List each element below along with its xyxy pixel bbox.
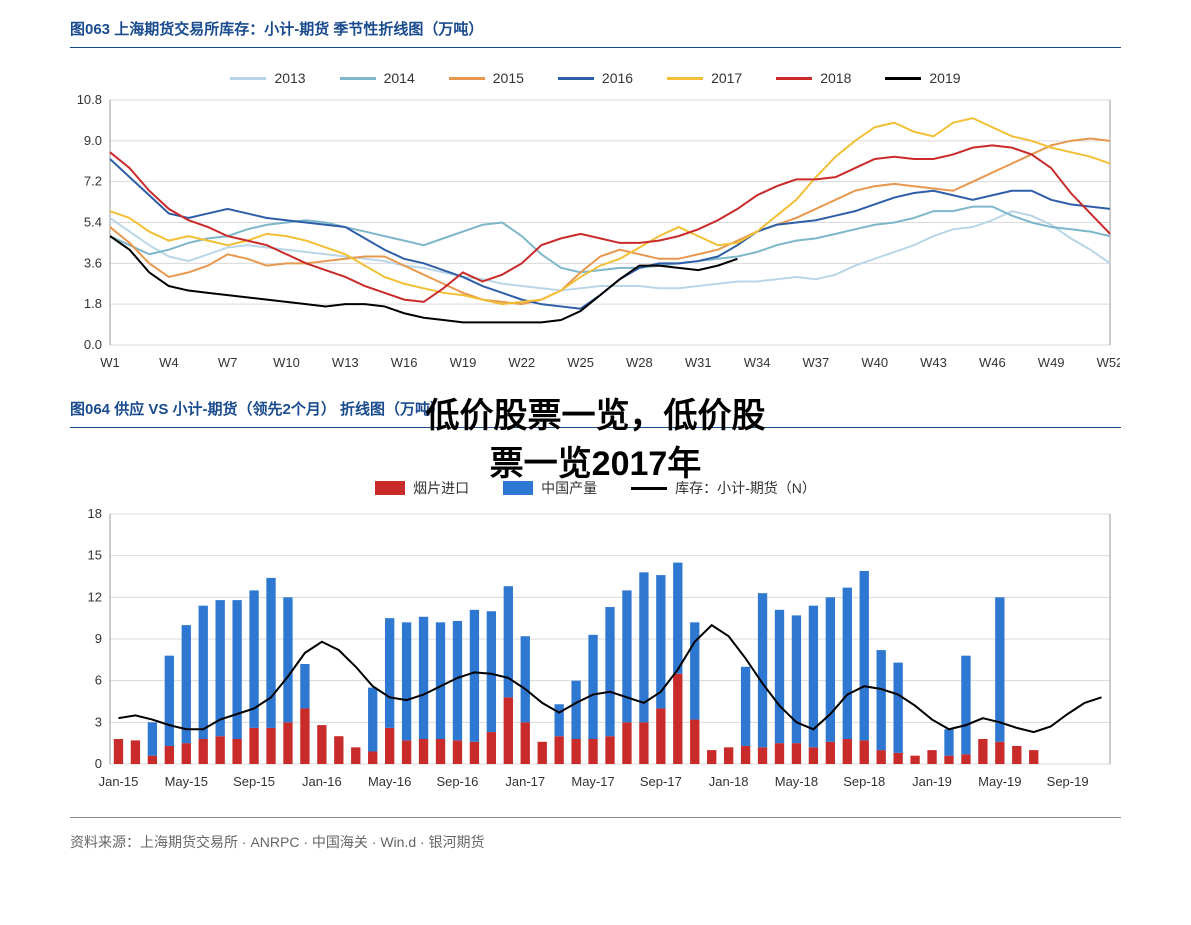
- svg-text:W40: W40: [861, 355, 888, 370]
- svg-text:W52: W52: [1097, 355, 1120, 370]
- svg-text:Jan-15: Jan-15: [99, 774, 139, 789]
- svg-text:Jan-18: Jan-18: [709, 774, 749, 789]
- svg-text:W34: W34: [744, 355, 771, 370]
- source-line: 资料来源：上海期货交易所 · ANRPC · 中国海关 · Win.d · 银河…: [70, 817, 1121, 852]
- svg-text:W22: W22: [508, 355, 535, 370]
- legend-item-库存：小计-期货（N）: 库存：小计-期货（N）: [631, 478, 816, 498]
- legend-item-2018: 2018: [776, 70, 851, 86]
- svg-text:W10: W10: [273, 355, 300, 370]
- svg-text:W46: W46: [979, 355, 1006, 370]
- legend-item-2014: 2014: [340, 70, 415, 86]
- svg-text:3: 3: [95, 714, 102, 729]
- svg-text:7.2: 7.2: [84, 174, 102, 189]
- chart-063-legend: 2013 2014 2015 2016 2017 2018 2019: [70, 70, 1121, 86]
- chart-063-title: 图063 上海期货交易所库存：小计-期货 季节性折线图（万吨）: [70, 18, 1121, 48]
- svg-text:Jan-17: Jan-17: [505, 774, 545, 789]
- legend-item-2019: 2019: [885, 70, 960, 86]
- chart-063-plot-area: 0.0 1.8 3.6 5.4 7.2 9.0 10.8 W1 W4 W7 W10 W13 W16 W19…: [70, 90, 1121, 380]
- chart-064-title: 图064 供应 VS 小计-期货（领先2个月） 折线图（万吨）: [70, 398, 1121, 428]
- svg-text:10.8: 10.8: [77, 92, 102, 107]
- chart-064-legend: 烟片进口 中国产量 库存：小计-期货（N）: [70, 478, 1121, 498]
- svg-text:Sep-16: Sep-16: [436, 774, 478, 789]
- svg-text:9: 9: [95, 631, 102, 646]
- svg-text:May-19: May-19: [978, 774, 1021, 789]
- svg-text:Sep-18: Sep-18: [843, 774, 885, 789]
- legend-item-2013: 2013: [230, 70, 305, 86]
- svg-text:18: 18: [88, 506, 102, 521]
- svg-text:W43: W43: [920, 355, 947, 370]
- svg-text:May-15: May-15: [165, 774, 208, 789]
- svg-text:0: 0: [95, 756, 102, 771]
- chart-064-plot-area: 0 3 6 9 12 15 18 Jan-15 May-15 Sep-15 Jan-16 May-16…: [70, 504, 1121, 799]
- svg-text:W25: W25: [567, 355, 594, 370]
- svg-text:Sep-15: Sep-15: [233, 774, 275, 789]
- svg-text:Jan-19: Jan-19: [912, 774, 952, 789]
- svg-text:5.4: 5.4: [84, 215, 102, 230]
- legend-item-2016: 2016: [558, 70, 633, 86]
- svg-text:May-16: May-16: [368, 774, 411, 789]
- svg-text:15: 15: [88, 548, 102, 563]
- chart-064-block: 图064 供应 VS 小计-期货（领先2个月） 折线图（万吨） 烟片进口 中国产量…: [70, 398, 1121, 799]
- svg-text:W4: W4: [159, 355, 179, 370]
- svg-text:12: 12: [88, 589, 102, 604]
- svg-text:May-17: May-17: [571, 774, 614, 789]
- legend-item-2017: 2017: [667, 70, 742, 86]
- svg-text:W31: W31: [685, 355, 712, 370]
- svg-text:9.0: 9.0: [84, 133, 102, 148]
- svg-text:W13: W13: [332, 355, 359, 370]
- svg-text:W28: W28: [626, 355, 653, 370]
- svg-text:6: 6: [95, 673, 102, 688]
- svg-text:Jan-16: Jan-16: [302, 774, 342, 789]
- svg-text:W1: W1: [100, 355, 120, 370]
- svg-text:Sep-19: Sep-19: [1047, 774, 1089, 789]
- svg-text:W16: W16: [391, 355, 418, 370]
- svg-text:May-18: May-18: [775, 774, 818, 789]
- svg-text:3.6: 3.6: [84, 255, 102, 270]
- svg-text:Sep-17: Sep-17: [640, 774, 682, 789]
- svg-text:0.0: 0.0: [84, 337, 102, 352]
- legend-item-烟片进口: 烟片进口: [375, 478, 469, 498]
- svg-text:W37: W37: [803, 355, 830, 370]
- svg-text:W19: W19: [450, 355, 477, 370]
- svg-text:W7: W7: [218, 355, 238, 370]
- svg-text:W49: W49: [1038, 355, 1065, 370]
- legend-item-中国产量: 中国产量: [503, 478, 597, 498]
- svg-text:1.8: 1.8: [84, 296, 102, 311]
- chart-063-block: 图063 上海期货交易所库存：小计-期货 季节性折线图（万吨） 2013 2014…: [70, 18, 1121, 380]
- legend-item-2015: 2015: [449, 70, 524, 86]
